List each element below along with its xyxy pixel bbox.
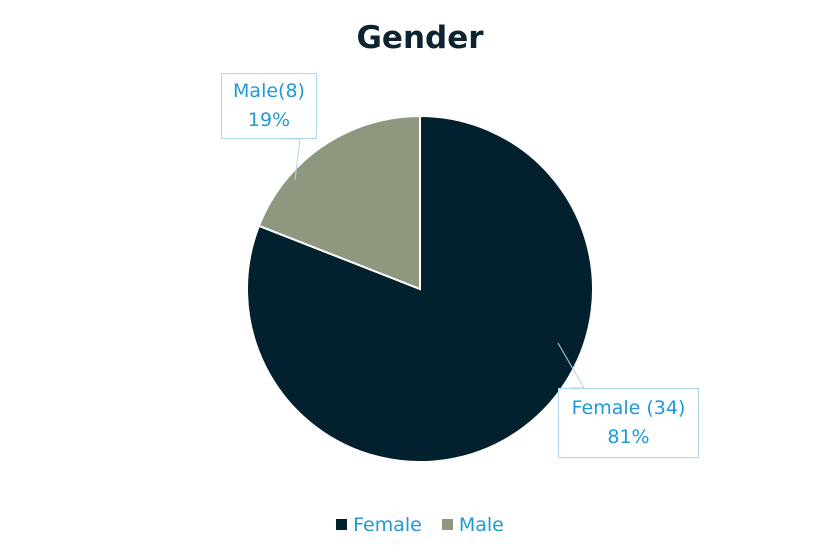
data-label-female: Female (34) 81%: [558, 388, 699, 458]
legend-label-male: Male: [458, 514, 504, 536]
pie-slice-male: [257, 114, 421, 291]
chart-title: Gender: [356, 20, 484, 56]
data-label-male: Male(8) 19%: [221, 73, 317, 139]
data-label-female-name: Female (34): [571, 397, 686, 419]
data-label-male-percent: 19%: [247, 109, 291, 131]
legend-item-female: Female: [336, 514, 422, 536]
legend-swatch-female: [336, 519, 348, 530]
legend-swatch-male: [441, 519, 453, 530]
legend: Female Male: [0, 514, 840, 536]
legend-item-male: Male: [441, 514, 504, 536]
data-label-male-name: Male(8): [233, 80, 305, 102]
legend-label-female: Female: [353, 514, 422, 536]
leader-line-male: [281, 138, 301, 181]
data-label-female-percent: 81%: [607, 426, 650, 448]
